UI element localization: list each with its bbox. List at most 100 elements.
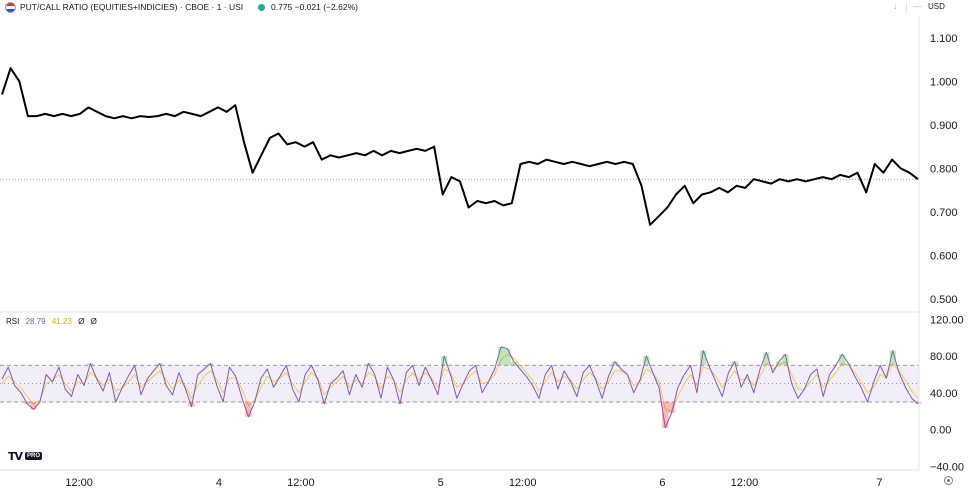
tradingview-logo[interactable]: TV PRO: [8, 450, 43, 463]
data-point: [122, 115, 124, 117]
data-point: [597, 163, 599, 165]
rsi-value: 28.79: [25, 317, 46, 326]
data-point: [614, 163, 616, 165]
data-point: [476, 200, 478, 202]
settings-icon[interactable]: [944, 476, 953, 485]
scale-toggle-icon[interactable]: —: [913, 1, 922, 11]
main-plot[interactable]: [0, 67, 919, 226]
data-point: [44, 113, 46, 115]
symbol-title[interactable]: PUT/CALL RATIO (EQUITIES+INDICIES) · CBO…: [20, 2, 244, 12]
rsi-overbought-fill: [87, 363, 94, 366]
data-point: [70, 115, 72, 117]
arrow-down-icon[interactable]: ↓: [893, 1, 898, 11]
data-point: [1, 93, 3, 95]
data-point: [442, 193, 444, 195]
rsi-ma-line: [1, 353, 919, 412]
rsi-overbought-fill: [497, 346, 505, 366]
data-point: [848, 176, 850, 178]
rsi-oversold-fill: [321, 402, 328, 404]
rsi-oversold-fill: [24, 402, 31, 404]
data-point: [390, 150, 392, 152]
data-point: [9, 67, 11, 69]
data-point: [355, 152, 357, 154]
time-axis-tick: 5: [438, 477, 444, 489]
data-point: [277, 132, 279, 134]
rsi-overbought-fill: [731, 361, 738, 366]
currency-selector[interactable]: USD: [928, 2, 945, 11]
data-point: [182, 111, 184, 113]
data-point: [243, 141, 245, 143]
rsi-oversold-fill: [914, 402, 922, 404]
rsi-overbought-fill: [700, 350, 707, 366]
market-status-icon: [258, 4, 265, 11]
rsi-plot[interactable]: [0, 346, 922, 429]
rsi-axis-tick: 40.00: [930, 388, 958, 400]
data-point: [113, 117, 115, 119]
data-point: [787, 180, 789, 182]
data-point: [900, 167, 902, 169]
data-point: [813, 178, 815, 180]
rsi-oversold-fill: [188, 402, 195, 407]
data-point: [839, 174, 841, 176]
data-point: [303, 145, 305, 147]
rsi-overbought-fill: [207, 363, 214, 366]
data-point: [226, 111, 228, 113]
data-point: [865, 191, 867, 193]
data-point: [658, 215, 660, 217]
data-point: [692, 202, 694, 204]
price-change: 0.775 −0.021 (−2.62%): [271, 2, 358, 12]
data-point: [493, 200, 495, 202]
data-point: [727, 191, 729, 193]
data-point: [779, 178, 781, 180]
data-point: [545, 158, 547, 160]
price-axis-tick: 0.600: [930, 250, 958, 262]
data-point: [217, 106, 219, 108]
rsi-overbought-fill: [504, 348, 511, 366]
data-point: [433, 145, 435, 147]
data-point: [251, 172, 253, 174]
data-point: [502, 204, 504, 206]
rsi-overbought-fill: [441, 356, 448, 366]
data-point: [18, 80, 20, 82]
data-point: [407, 150, 409, 152]
time-axis-tick: 6: [659, 477, 665, 489]
time-axis-tick: 12:00: [509, 477, 537, 489]
data-point: [79, 113, 81, 115]
data-point: [666, 206, 668, 208]
rsi-overbought-fill: [845, 363, 852, 366]
data-point: [156, 115, 158, 117]
data-point: [347, 154, 349, 156]
data-point: [519, 163, 521, 165]
data-point: [191, 113, 193, 115]
data-point: [856, 172, 858, 174]
data-point: [571, 161, 573, 163]
data-point: [753, 178, 755, 180]
data-point: [459, 180, 461, 182]
chart-header: PUT/CALL RATIO (EQUITIES+INDICIES) · CBO…: [0, 0, 975, 16]
pro-badge: PRO: [25, 452, 43, 460]
price-axis-tick: 0.800: [930, 163, 958, 175]
rsi-axis-tick: 0.00: [930, 425, 951, 437]
price-axis-tick: 0.700: [930, 207, 958, 219]
rsi-oversold-fill: [668, 402, 675, 414]
data-point: [822, 176, 824, 178]
rsi-legend[interactable]: RSI 28.79 41.23 Ø Ø: [6, 317, 101, 326]
rsi-oversold-fill: [396, 402, 404, 404]
data-point: [200, 115, 202, 117]
data-point: [416, 148, 418, 150]
price-axis-tick: 0.900: [930, 120, 958, 132]
data-point: [563, 163, 565, 165]
data-point: [61, 113, 63, 115]
divider: [906, 2, 907, 13]
rsi-oversold-fill: [662, 402, 669, 428]
data-point: [735, 185, 737, 187]
data-point: [761, 180, 763, 182]
data-point: [234, 104, 236, 106]
rsi-overbought-fill: [763, 352, 770, 366]
data-point: [908, 172, 910, 174]
data-point: [165, 113, 167, 115]
data-point: [148, 116, 150, 118]
data-point: [130, 117, 132, 119]
data-point: [632, 163, 634, 165]
